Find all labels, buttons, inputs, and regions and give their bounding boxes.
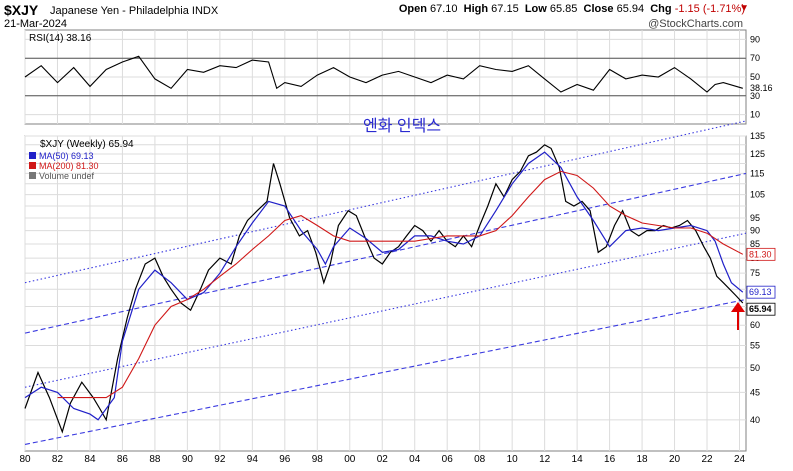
price-y-tick-label: 90 — [750, 226, 760, 236]
rsi-line — [24, 55, 743, 93]
close-value: 65.94 — [616, 3, 645, 15]
close-value-tag: 65.94 — [749, 304, 772, 314]
ma200-line — [57, 170, 744, 399]
rsi-y-tick-label: 70 — [750, 53, 760, 63]
down-arrow-icon: ▼ — [739, 3, 749, 14]
price-y-tick-label: 95 — [750, 213, 760, 223]
x-tick-label: 22 — [701, 454, 713, 465]
ma50-line — [24, 151, 744, 421]
red-arrow-icon — [731, 302, 745, 330]
legend-swatch-ma200 — [29, 162, 36, 169]
x-tick-label: 92 — [214, 454, 226, 465]
x-tick-label: 10 — [507, 454, 519, 465]
x-tick-label: 20 — [669, 454, 681, 465]
price-y-tick-label: 75 — [750, 268, 760, 278]
description-text: Japanese Yen - Philadelphia — [50, 5, 189, 17]
price-y-tick-label: 40 — [750, 415, 760, 425]
price-series-group — [24, 144, 744, 434]
date-label: 21-Mar-2024 — [4, 18, 67, 30]
x-tick-label: 94 — [247, 454, 259, 465]
symbol-label: $XJY — [4, 2, 39, 18]
price-y-tick-label: 85 — [750, 239, 760, 249]
ma50-value-tag: 69.13 — [749, 287, 772, 297]
legend-label-ma50: MA(50) 69.13 — [39, 151, 94, 161]
price-y-tick-label: 105 — [750, 190, 765, 200]
close-value-tag-box — [746, 302, 776, 316]
channel-lines — [24, 120, 747, 445]
ma50-value-tag-box — [746, 285, 776, 299]
rsi-y-tick-label: 10 — [750, 110, 760, 120]
x-tick-label: 90 — [182, 454, 194, 465]
x-tick-label: 24 — [734, 454, 746, 465]
high-value: 67.15 — [491, 3, 519, 15]
x-tick-label: 86 — [117, 454, 129, 465]
x-tick-label: 80 — [19, 454, 31, 465]
open-value: 67.10 — [430, 3, 458, 15]
channel-line — [24, 172, 747, 334]
legend-swatch-volume — [29, 172, 36, 179]
price-y-tick-label: 125 — [750, 149, 765, 159]
x-tick-label: 12 — [539, 454, 551, 465]
low-value: 65.85 — [549, 3, 578, 15]
ma200-value-tag-box — [746, 247, 776, 261]
rsi-y-tick-label: 30 — [750, 91, 760, 101]
x-tick-label: 00 — [344, 454, 356, 465]
x-tick-label: 16 — [604, 454, 616, 465]
rsi-title: RSI(14) 38.16 — [29, 33, 92, 44]
axis-labels: 80 82 84 86 88 90 92 94 96 98 00 02 04 06 08 10 12 14 16 18… — [19, 34, 776, 465]
price-y-tick-label: 50 — [750, 363, 760, 373]
x-tick-label: 14 — [572, 454, 584, 465]
legend-swatch-ma50 — [29, 152, 36, 159]
x-tick-label: 08 — [474, 454, 486, 465]
price-y-tick-label: 115 — [750, 168, 764, 178]
x-tick-label: 88 — [149, 454, 161, 465]
rsi-series-group — [24, 55, 746, 97]
price-y-tick-label: 45 — [750, 387, 760, 397]
ma200-value-tag: 81.30 — [749, 249, 772, 259]
x-tick-label: 02 — [377, 454, 389, 465]
x-tick-label: 18 — [637, 454, 649, 465]
x-tick-label: 96 — [279, 454, 291, 465]
price-y-tick-label: 135 — [750, 131, 765, 141]
chg-label: Chg — [650, 3, 672, 15]
close-label: Close — [583, 3, 614, 15]
annotation-text: 엔화 인덱스 — [363, 117, 441, 135]
price-line — [24, 144, 744, 434]
x-tick-label: 06 — [442, 454, 454, 465]
high-label: High — [463, 3, 489, 15]
legend-label-ma200: MA(200) 81.30 — [39, 161, 99, 171]
rsi-value-label: 38.16 — [750, 83, 773, 93]
channel-line — [24, 298, 747, 445]
exchange-label: INDX — [191, 5, 219, 17]
price-panel-frame — [24, 135, 747, 452]
rsi-y-tick-label: 90 — [750, 34, 760, 44]
description-label: Japanese Yen - Philadelphia INDX — [50, 5, 218, 17]
channel-line — [24, 120, 747, 284]
x-tick-label: 82 — [52, 454, 64, 465]
x-tick-label: 84 — [84, 454, 96, 465]
x-tick-label: 98 — [312, 454, 324, 465]
price-y-tick-label: 60 — [750, 320, 760, 330]
legend-label-volume: Volume undef — [39, 171, 95, 181]
ohlc-readout: Open 67.10 High 67.15 Low 65.85 Close 65… — [399, 3, 745, 15]
watermark: @StockCharts.com — [648, 18, 743, 30]
rsi-y-tick-label: 50 — [750, 72, 760, 82]
x-tick-label: 04 — [409, 454, 421, 465]
channel-line — [24, 232, 747, 388]
chg-value: -1.15 (-1.71%) — [674, 3, 745, 15]
grid-lines — [24, 30, 746, 451]
low-label: Low — [524, 3, 547, 15]
open-label: Open — [398, 3, 427, 15]
price-title: $XJY (Weekly) 65.94 — [40, 139, 134, 150]
price-y-tick-label: 55 — [750, 341, 760, 351]
